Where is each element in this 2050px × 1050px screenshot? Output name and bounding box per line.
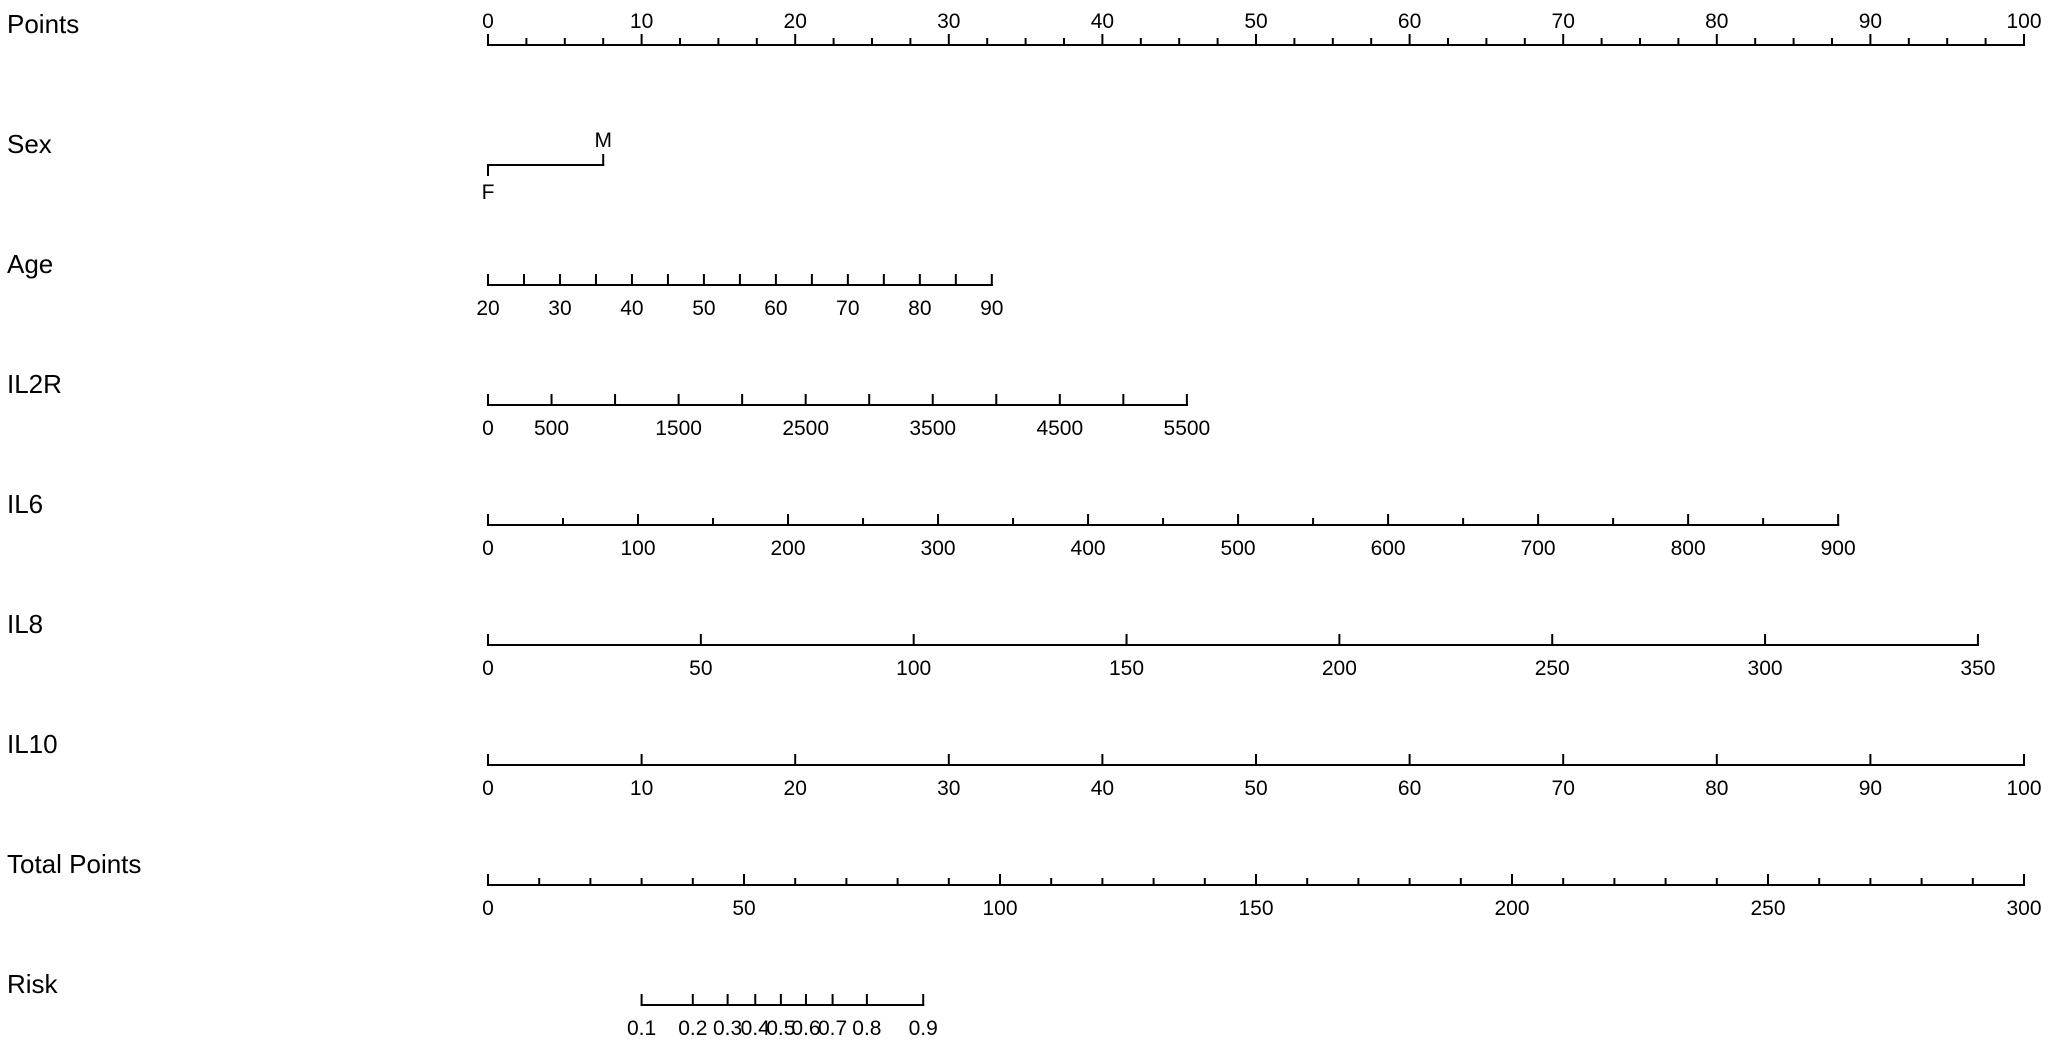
tick-label: 20: [476, 297, 499, 320]
row-label: Points: [7, 9, 79, 39]
tick-label: 40: [620, 297, 643, 320]
tick-label: 0.3: [713, 1017, 742, 1040]
tick-label: 90: [1859, 10, 1882, 33]
tick-label: 300: [2006, 897, 2041, 920]
tick-label: 100: [896, 657, 931, 680]
row-age: Age 20 30 40 50 60 70 80 90: [7, 249, 1003, 320]
tick-label: 50: [1244, 10, 1267, 33]
row-il2r: IL2R 0 500 1500 2500 3500 4500 5500: [7, 369, 1210, 440]
tick-label: 10: [630, 10, 653, 33]
tick-label: 80: [1705, 777, 1728, 800]
tick-label: 600: [1371, 537, 1406, 560]
tick-label: 100: [2006, 10, 2041, 33]
row-label: IL6: [7, 489, 43, 519]
tick-label: 0: [482, 10, 494, 33]
tick-label: 80: [1705, 10, 1728, 33]
tick-label: 5500: [1164, 417, 1211, 440]
tick-label: 100: [982, 897, 1017, 920]
tick-label: 500: [534, 417, 569, 440]
tick-label: 4500: [1036, 417, 1083, 440]
row-label: Risk: [7, 969, 59, 999]
tick-label: 60: [764, 297, 787, 320]
row-sex: Sex F M: [7, 129, 612, 204]
tick-label: 30: [937, 777, 960, 800]
tick-label: 20: [784, 777, 807, 800]
tick-label: 250: [1535, 657, 1570, 680]
tick-label: 40: [1091, 10, 1114, 33]
tick-label: 200: [1494, 897, 1529, 920]
tick-label: 30: [937, 10, 960, 33]
tick-label: 0.1: [627, 1017, 656, 1040]
tick-label: 300: [1748, 657, 1783, 680]
tick-label: 0: [482, 537, 494, 560]
tick-label: 900: [1821, 537, 1856, 560]
tick-label: 70: [1552, 777, 1575, 800]
tick-label: 150: [1109, 657, 1144, 680]
tick-label: 3500: [909, 417, 956, 440]
tick-label: 60: [1398, 10, 1421, 33]
tick-label: 30: [548, 297, 571, 320]
tick-label: 250: [1750, 897, 1785, 920]
row-label: IL10: [7, 729, 58, 759]
tick-label: 10: [630, 777, 653, 800]
tick-label: 400: [1071, 537, 1106, 560]
tick-label: 0.8: [852, 1017, 881, 1040]
row-label: IL8: [7, 609, 43, 639]
tick-label: 1500: [655, 417, 702, 440]
tick-label: 0.6: [791, 1017, 820, 1040]
row-points: Points 0 10 20 30 40 50 60 70 80 90 100: [7, 9, 2042, 46]
row-total-points: Total Points 0 50 100 150 200 250 300: [7, 849, 2042, 920]
tick-label: 100: [2006, 777, 2041, 800]
tick-label: 60: [1398, 777, 1421, 800]
tick-label: 800: [1671, 537, 1706, 560]
tick-label: 20: [784, 10, 807, 33]
tick-label: 300: [921, 537, 956, 560]
level-label: M: [594, 129, 612, 152]
tick-label: 150: [1238, 897, 1273, 920]
tick-label: 350: [1960, 657, 1995, 680]
tick-label: 50: [1244, 777, 1267, 800]
tick-label: 0.7: [818, 1017, 847, 1040]
row-label: Age: [7, 249, 53, 279]
tick-label: 700: [1521, 537, 1556, 560]
tick-label: 200: [1322, 657, 1357, 680]
tick-label: 200: [771, 537, 806, 560]
tick-label: 100: [620, 537, 655, 560]
tick-label: 90: [980, 297, 1003, 320]
tick-label: 0.2: [678, 1017, 707, 1040]
tick-label: 0: [482, 897, 494, 920]
row-label: Total Points: [7, 849, 141, 879]
tick-label: 0.5: [766, 1017, 795, 1040]
row-il6: IL6 0 100 200 300 400 500 600 700 800 900: [7, 489, 1856, 560]
tick-label: 40: [1091, 777, 1114, 800]
row-label: IL2R: [7, 369, 62, 399]
tick-label: 2500: [782, 417, 829, 440]
tick-label: 0: [482, 657, 494, 680]
row-label: Sex: [7, 129, 52, 159]
row-il8: IL8 0 50 100 150 200 250 300 350: [7, 609, 1995, 680]
tick-label: 0: [482, 777, 494, 800]
level-label: F: [482, 181, 495, 204]
tick-label: 70: [836, 297, 859, 320]
tick-label: 0.4: [741, 1017, 771, 1040]
tick-label: 50: [732, 897, 755, 920]
tick-label: 50: [689, 657, 712, 680]
tick-label: 0.9: [909, 1017, 938, 1040]
tick-label: 500: [1221, 537, 1256, 560]
tick-label: 0: [482, 417, 494, 440]
tick-label: 70: [1552, 10, 1575, 33]
row-risk: Risk 0.1 0.2 0.30.40.50.60.7 0.8 0.9: [7, 969, 938, 1040]
row-il10: IL10 0 10 20 30 40 50 60 70 80 90 100: [7, 729, 2042, 800]
tick-label: 50: [692, 297, 715, 320]
tick-label: 90: [1859, 777, 1882, 800]
tick-label: 80: [908, 297, 931, 320]
